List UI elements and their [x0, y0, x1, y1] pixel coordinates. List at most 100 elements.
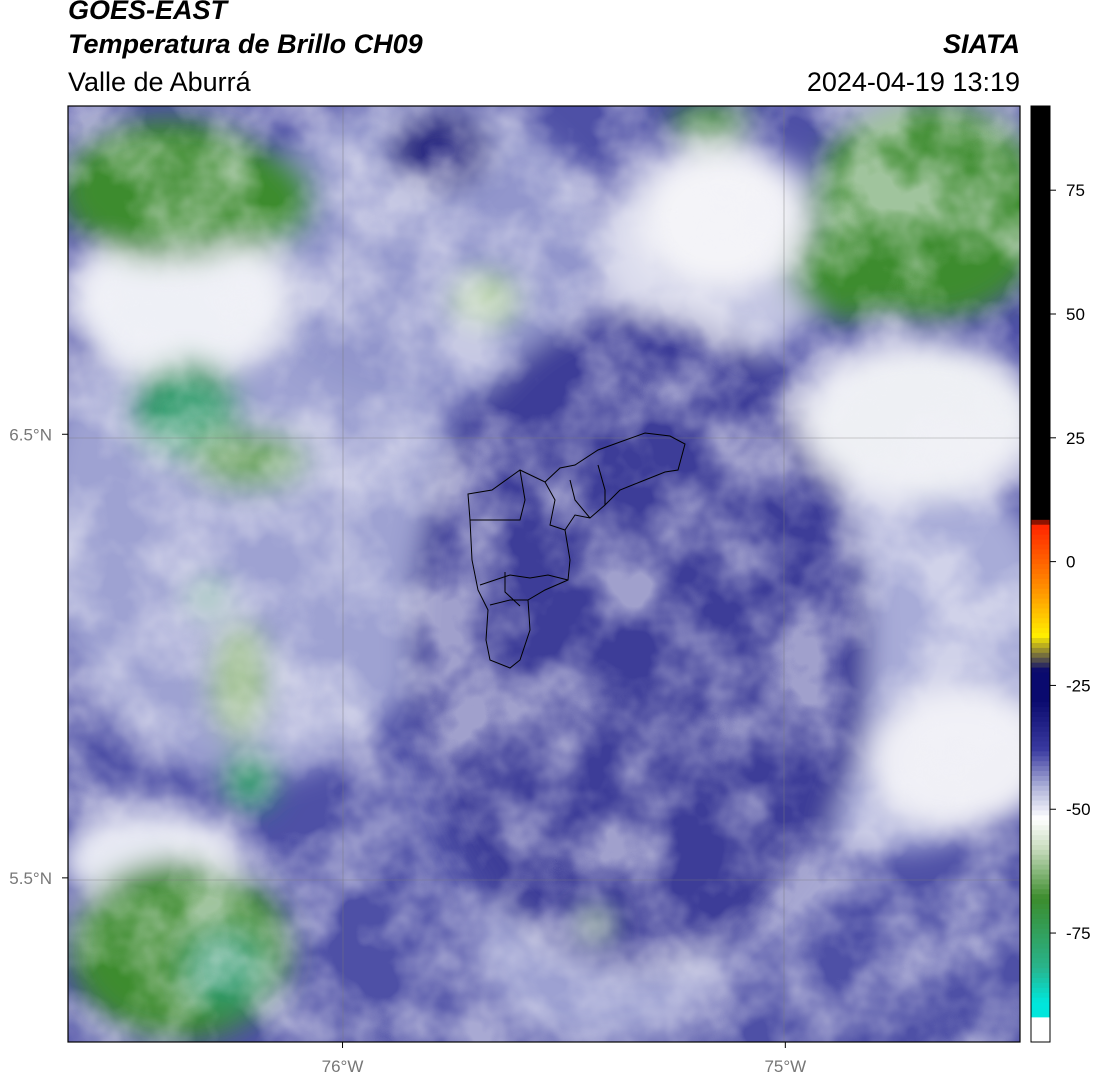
colorbar-segment	[1031, 140, 1050, 147]
colorbar-segment	[1031, 189, 1050, 196]
colorbar-segment	[1031, 840, 1050, 846]
colorbar-segment	[1031, 874, 1050, 881]
colorbar-segment	[1031, 155, 1050, 161]
lon-tick-label: 76°W	[322, 1057, 364, 1076]
colorbar-segment	[1031, 115, 1050, 122]
colorbar-segment	[1031, 549, 1050, 555]
colorbar-tick-label: -25	[1066, 676, 1091, 695]
colorbar-segment	[1031, 352, 1050, 358]
colorbar-segment	[1031, 948, 1050, 954]
colorbar-segment	[1031, 485, 1050, 491]
colorbar-segment	[1031, 445, 1050, 452]
colorbar-segment	[1031, 440, 1050, 447]
colorbar-segment	[1031, 150, 1050, 156]
colorbar-segment	[1031, 677, 1050, 683]
colorbar-segment	[1031, 982, 1050, 989]
colorbar-segment	[1031, 426, 1050, 432]
colorbar-segment	[1031, 992, 1050, 999]
colorbar-segment	[1031, 672, 1050, 679]
colorbar-segment	[1031, 835, 1050, 841]
colorbar-segment	[1031, 849, 1050, 856]
colorbar-segment	[1031, 283, 1050, 289]
colorbar-segment	[1031, 322, 1050, 329]
colorbar-segment	[1031, 490, 1050, 496]
colorbar-segment	[1031, 529, 1050, 536]
colorbar-segment	[1031, 578, 1050, 585]
product-title: Temperatura de Brillo CH09	[68, 29, 423, 59]
colorbar-segment	[1031, 204, 1050, 211]
colorbar-segment	[1031, 736, 1050, 743]
colorbar-segment	[1031, 243, 1050, 250]
colorbar-segment	[1031, 416, 1050, 422]
colorbar-segment	[1031, 317, 1050, 324]
latitude-labels: 6.5°N 5.5°N	[9, 425, 68, 888]
colorbar-segment	[1031, 667, 1050, 674]
colorbar-segment	[1031, 1037, 1050, 1043]
colorbar-segment	[1031, 633, 1050, 639]
colorbar-segment	[1031, 347, 1050, 353]
colorbar-segment	[1031, 918, 1050, 925]
colorbar-segment	[1031, 628, 1050, 634]
colorbar-segment	[1031, 288, 1050, 294]
colorbar: 75 50 25 0 -25 -50 -75	[1030, 105, 1091, 1043]
colorbar-tick-label: 50	[1066, 305, 1085, 324]
colorbar-segment	[1031, 973, 1050, 979]
colorbar-segment	[1031, 450, 1050, 457]
colorbar-segment	[1031, 603, 1050, 610]
colorbar-segment	[1031, 170, 1050, 176]
colorbar-segment	[1031, 879, 1050, 885]
colorbar-segment	[1031, 894, 1050, 900]
colorbar-segment	[1031, 800, 1050, 807]
colorbar-segment	[1031, 642, 1050, 649]
colorbar-segment	[1031, 588, 1050, 595]
colorbar-segment	[1031, 234, 1050, 240]
colorbar-segment	[1031, 805, 1050, 812]
colorbar-segment	[1031, 1002, 1050, 1009]
colorbar-segment	[1031, 702, 1050, 708]
colorbar-segment	[1031, 559, 1050, 565]
colorbar-segment	[1031, 539, 1050, 546]
colorbar-segment	[1031, 687, 1050, 693]
colorbar-segment	[1031, 421, 1050, 427]
colorbar-segment	[1031, 662, 1050, 669]
colorbar-segment	[1031, 618, 1050, 624]
colorbar-segment	[1031, 820, 1050, 826]
colorbar-segment	[1031, 908, 1050, 915]
colorbar-segment	[1031, 278, 1050, 284]
colorbar-segment	[1031, 239, 1050, 245]
longitude-labels: 76°W 75°W	[322, 1042, 806, 1076]
colorbar-segment	[1031, 780, 1050, 787]
colorbar-segment	[1031, 253, 1050, 260]
colorbar-segment	[1031, 1022, 1050, 1028]
colorbar-segment	[1031, 381, 1050, 388]
colorbar-segment	[1031, 593, 1050, 600]
colorbar-segment	[1031, 751, 1050, 757]
colorbar-segment	[1031, 436, 1050, 442]
colorbar-segment	[1031, 174, 1050, 181]
colorbar-segment	[1031, 268, 1050, 275]
colorbar-segment	[1031, 731, 1050, 738]
colorbar-segment	[1031, 638, 1050, 644]
colorbar-segment	[1031, 785, 1050, 792]
colorbar-segment	[1031, 505, 1050, 511]
colorbar-segment	[1031, 184, 1050, 191]
colorbar-segment	[1031, 514, 1050, 521]
brightness-temperature-field	[68, 106, 1020, 1042]
colorbar-segment	[1031, 367, 1050, 373]
colorbar-segment	[1031, 933, 1050, 940]
colorbar-segment	[1031, 357, 1050, 363]
colorbar-segment	[1031, 968, 1050, 974]
colorbar-segment	[1031, 298, 1050, 304]
colorbar-segment	[1031, 613, 1050, 619]
colorbar-segment	[1031, 460, 1050, 467]
colorbar-segment	[1031, 214, 1050, 220]
colorbar-segment	[1031, 889, 1050, 895]
valle-de-aburra-boundaries	[467, 432, 686, 669]
colorbar-segment	[1031, 372, 1050, 378]
colorbar-segment	[1031, 1017, 1050, 1023]
colorbar-segment	[1031, 160, 1050, 166]
colorbar-segment	[1031, 431, 1050, 437]
colorbar-segment	[1031, 938, 1050, 945]
colorbar-segment	[1031, 707, 1050, 713]
